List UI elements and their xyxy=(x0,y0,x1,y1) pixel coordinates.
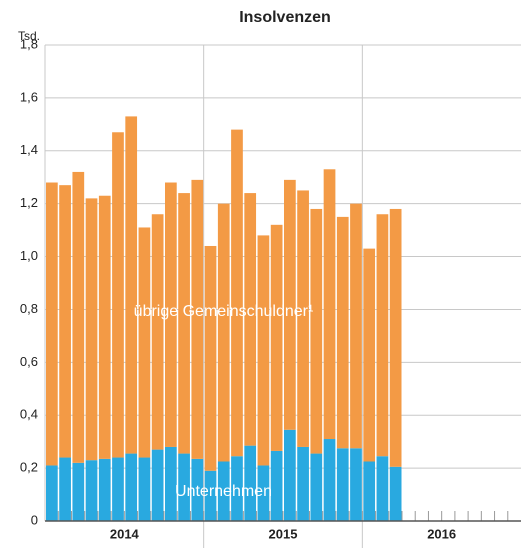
bar-segment xyxy=(151,214,164,450)
bar-segment xyxy=(376,214,389,457)
y-axis-label: Tsd. xyxy=(18,29,40,43)
bar-segment xyxy=(310,453,323,521)
bar-segment xyxy=(323,169,336,440)
y-tick-label: 0,6 xyxy=(20,354,38,369)
bar-segment xyxy=(244,193,257,446)
bar-segment xyxy=(204,245,217,471)
bar-segment xyxy=(257,465,270,521)
bar-segment xyxy=(270,224,283,451)
bar-segment xyxy=(46,465,58,521)
bar-segment xyxy=(297,446,309,521)
y-tick-label: 0,8 xyxy=(20,301,38,316)
y-tick-label: 0 xyxy=(31,512,38,527)
series-label: Unternehmen xyxy=(175,483,272,500)
bar-segment xyxy=(310,208,323,454)
bar-segment xyxy=(336,216,349,449)
bar-segment xyxy=(350,448,362,521)
bar-segment xyxy=(72,171,85,463)
bar-segment xyxy=(59,185,71,458)
bar-segment xyxy=(112,457,124,521)
bar-segment xyxy=(284,429,296,521)
bar-segment xyxy=(191,458,204,521)
bar-segment xyxy=(376,456,389,521)
y-tick-label: 1,2 xyxy=(20,195,38,210)
bar-segment xyxy=(165,182,177,447)
bar-segment xyxy=(270,450,283,521)
bar-segment xyxy=(191,179,204,459)
x-group-label: 2015 xyxy=(269,526,298,541)
bar-segment xyxy=(363,248,376,462)
bar-segment xyxy=(389,208,402,467)
bar-segment xyxy=(363,461,376,521)
bar-segment xyxy=(323,439,336,521)
bar-segment xyxy=(112,132,124,458)
bar-segment xyxy=(125,453,138,521)
bar-segment xyxy=(244,445,257,521)
bar-segment xyxy=(389,466,402,521)
bar-segment xyxy=(257,235,270,466)
bar-segment xyxy=(125,116,138,454)
bar-segment xyxy=(297,190,309,447)
bar-segment xyxy=(217,203,230,462)
y-tick-label: 1,4 xyxy=(20,142,38,157)
bar-segment xyxy=(350,203,362,449)
y-tick-label: 1,8 xyxy=(20,36,38,51)
bar-segment xyxy=(85,460,98,521)
bar-segment xyxy=(204,470,217,521)
bar-segment xyxy=(59,457,71,521)
bar-segment xyxy=(231,129,243,457)
bar-segment xyxy=(138,457,151,521)
bar-segment xyxy=(46,182,58,466)
bar-segment xyxy=(138,227,151,458)
bar-segment xyxy=(178,453,190,521)
y-tick-label: 0,2 xyxy=(20,460,38,475)
bar-segment xyxy=(178,193,190,454)
bar-segment xyxy=(231,456,243,521)
bar-segment xyxy=(72,462,85,521)
bar-segment xyxy=(284,179,296,430)
x-group-label: 2016 xyxy=(427,526,456,541)
series-label: übrige Gemeinschuldner¹ xyxy=(134,303,314,320)
y-tick-label: 1,6 xyxy=(20,89,38,104)
y-tick-label: 1,0 xyxy=(20,248,38,263)
bar-segment xyxy=(165,446,177,521)
bar-segment xyxy=(98,458,111,521)
bar-segment xyxy=(85,198,98,461)
bar-segment xyxy=(151,449,164,521)
bar-segment xyxy=(336,448,349,521)
bar-segment xyxy=(217,461,230,521)
chart-title: Insolvenzen xyxy=(239,9,331,26)
y-tick-label: 0,4 xyxy=(20,407,38,422)
bar-segment xyxy=(98,195,111,459)
x-group-label: 2014 xyxy=(110,526,140,541)
